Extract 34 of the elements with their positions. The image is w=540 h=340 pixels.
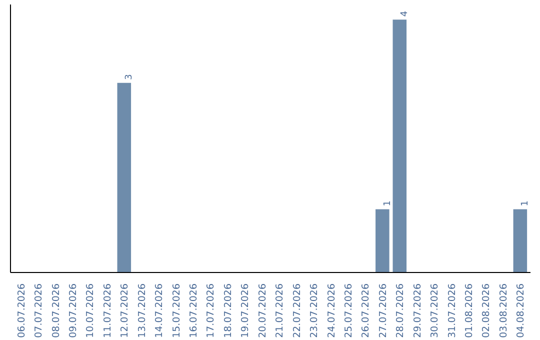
x-tick-label: 07.07.2026 (34, 283, 45, 338)
x-tick-label: 08.07.2026 (50, 283, 62, 338)
data-label: 1 (382, 200, 393, 206)
x-tick-label: 19.07.2026 (240, 283, 252, 338)
x-tick-label: 14.07.2026 (154, 283, 166, 338)
x-tick-label: 30.07.2026 (430, 283, 441, 338)
data-label: 1 (520, 200, 531, 206)
x-tick-label: 24.07.2026 (326, 283, 338, 338)
x-tick-label: 25.07.2026 (343, 283, 354, 338)
x-tick-label: 09.07.2026 (68, 283, 79, 338)
x-tick-label: 29.07.2026 (412, 283, 424, 338)
x-tick-label: 11.07.2026 (102, 283, 114, 338)
x-tick-label: 13.07.2026 (136, 283, 148, 338)
x-tick-label: 04.08.2026 (516, 283, 527, 338)
x-tick-label: 03.08.2026 (498, 283, 510, 338)
x-tick-label: 28.07.2026 (395, 283, 406, 338)
x-tick-label: 02.08.2026 (481, 283, 492, 338)
x-tick-label: 12.07.2026 (120, 283, 131, 338)
x-tick-label: 16.07.2026 (188, 283, 200, 338)
x-tick-label: 23.07.2026 (309, 283, 320, 338)
x-tick-label: 06.07.2026 (16, 283, 28, 338)
x-tick-label: 15.07.2026 (171, 283, 182, 338)
x-tick-label: 18.07.2026 (222, 283, 234, 338)
x-tick-label: 21.07.2026 (274, 283, 286, 338)
x-tick-label: 17.07.2026 (206, 283, 217, 338)
x-tick-label: 22.07.2026 (292, 283, 303, 338)
x-tick-label: 20.07.2026 (257, 283, 268, 338)
data-label: 3 (124, 74, 135, 80)
x-tick-label: 31.07.2026 (446, 283, 458, 338)
data-label: 4 (400, 10, 410, 17)
x-tick-label: 26.07.2026 (360, 283, 372, 338)
x-tick-label: 10.07.2026 (85, 283, 96, 338)
x-tick-label: 01.08.2026 (464, 283, 476, 338)
x-tick-label: 27.07.2026 (378, 283, 389, 338)
